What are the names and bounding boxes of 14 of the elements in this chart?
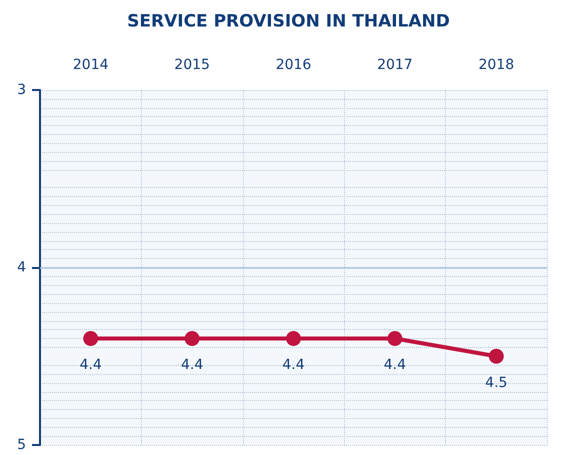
x-tick-label: 2014: [72, 57, 109, 73]
data-label: 4.5: [485, 374, 508, 391]
data-label: 4.4: [384, 357, 406, 373]
x-tick-label: 2018: [478, 57, 514, 73]
y-tick-label: 4: [17, 260, 26, 276]
data-label: 4.4: [180, 357, 204, 373]
x-tick-label: 2017: [377, 57, 413, 73]
chart-title: SERVICE PROVISION IN THAILAND: [127, 12, 450, 32]
y-tick-label: 3: [17, 82, 26, 98]
x-tick-label: 2016: [276, 57, 312, 73]
y-tick-label: 5: [17, 437, 26, 453]
x-tick-label: 2015: [174, 57, 210, 73]
data-label: 4.4: [80, 357, 102, 373]
data-label: 4.4: [282, 357, 305, 373]
